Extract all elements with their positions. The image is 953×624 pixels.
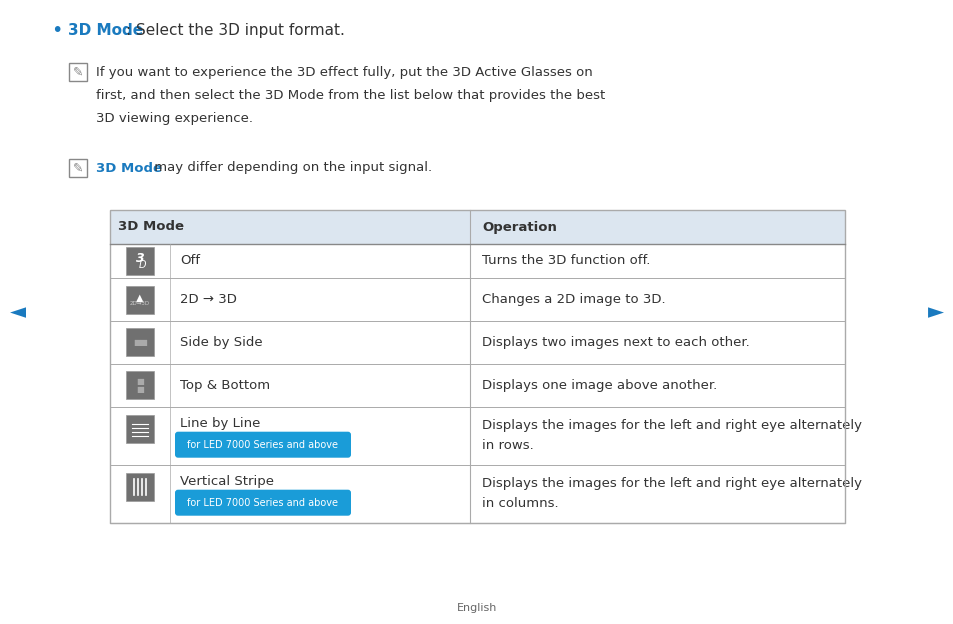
Text: Side by Side: Side by Side (180, 336, 262, 349)
Text: ■: ■ (136, 377, 144, 386)
Text: in columns.: in columns. (481, 497, 558, 510)
Text: first, and then select the 3D Mode from the list below that provides the best: first, and then select the 3D Mode from … (96, 89, 604, 102)
Text: Displays the images for the left and right eye alternately: Displays the images for the left and rig… (481, 419, 862, 432)
Text: Vertical Stripe: Vertical Stripe (180, 475, 274, 488)
Text: 3D viewing experience.: 3D viewing experience. (96, 112, 253, 125)
FancyBboxPatch shape (126, 247, 153, 275)
Text: Operation: Operation (481, 220, 557, 233)
FancyBboxPatch shape (126, 473, 153, 501)
Text: •: • (51, 21, 63, 39)
FancyBboxPatch shape (126, 286, 153, 313)
Text: may differ depending on the input signal.: may differ depending on the input signal… (150, 162, 432, 175)
Text: ✎: ✎ (72, 162, 83, 175)
Text: 2D → 3D: 2D → 3D (180, 293, 236, 306)
Text: Changes a 2D image to 3D.: Changes a 2D image to 3D. (481, 293, 665, 306)
Text: 3D Mode: 3D Mode (96, 162, 162, 175)
Text: English: English (456, 603, 497, 613)
Text: Top & Bottom: Top & Bottom (180, 379, 270, 392)
Text: for LED 7000 Series and above: for LED 7000 Series and above (188, 498, 338, 508)
Text: 3: 3 (135, 253, 144, 265)
Text: ►: ► (927, 302, 943, 322)
Text: If you want to experience the 3D effect fully, put the 3D Active Glasses on: If you want to experience the 3D effect … (96, 66, 592, 79)
Text: Line by Line: Line by Line (180, 417, 260, 430)
Text: Turns the 3D function off.: Turns the 3D function off. (481, 255, 650, 268)
Text: 2D→3D: 2D→3D (130, 301, 150, 306)
Text: Displays the images for the left and right eye alternately: Displays the images for the left and rig… (481, 477, 862, 490)
Text: ◄: ◄ (10, 302, 26, 322)
Text: 3D Mode: 3D Mode (68, 22, 143, 37)
Text: ■: ■ (139, 338, 147, 347)
Text: Displays two images next to each other.: Displays two images next to each other. (481, 336, 749, 349)
Bar (110, 210, 844, 523)
Text: : Select the 3D input format.: : Select the 3D input format. (126, 22, 345, 37)
FancyBboxPatch shape (126, 328, 153, 356)
Text: Off: Off (180, 255, 200, 268)
Text: ■: ■ (136, 385, 144, 394)
Text: for LED 7000 Series and above: for LED 7000 Series and above (188, 440, 338, 450)
Text: 3D Mode: 3D Mode (118, 220, 184, 233)
Text: ■: ■ (132, 338, 141, 347)
FancyBboxPatch shape (126, 415, 153, 443)
Text: Displays one image above another.: Displays one image above another. (481, 379, 717, 392)
Text: ▲: ▲ (136, 293, 144, 303)
Text: ✎: ✎ (72, 66, 83, 79)
FancyBboxPatch shape (174, 432, 351, 457)
FancyBboxPatch shape (126, 371, 153, 399)
Text: in rows.: in rows. (481, 439, 533, 452)
FancyBboxPatch shape (174, 490, 351, 515)
Bar (110, 210, 844, 244)
Text: D: D (138, 260, 146, 270)
